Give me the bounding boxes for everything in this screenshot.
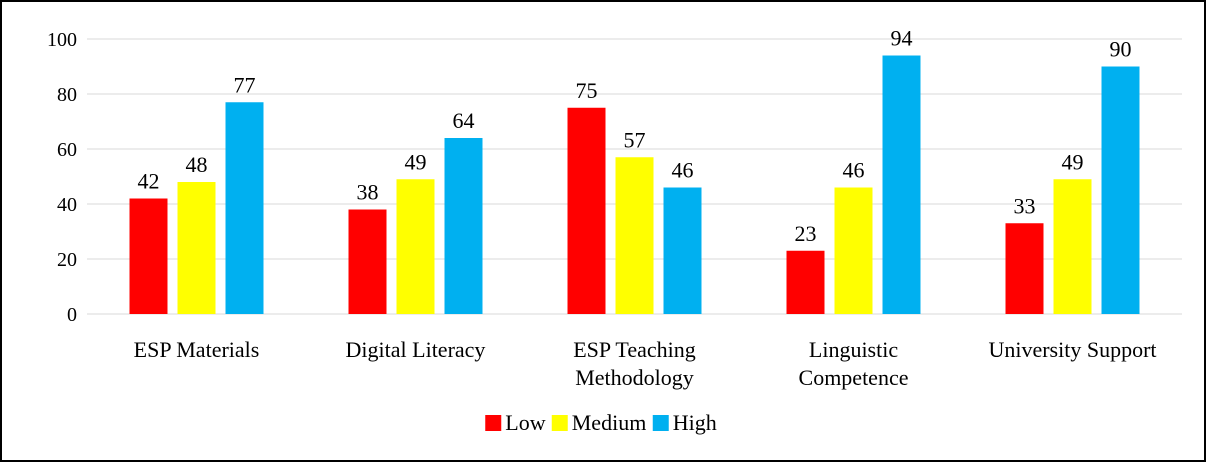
bar-high bbox=[882, 55, 921, 314]
data-label: 38 bbox=[357, 180, 379, 205]
data-label: 75 bbox=[576, 78, 598, 103]
data-label: 57 bbox=[624, 127, 646, 152]
bar-low bbox=[129, 198, 168, 314]
bar-low bbox=[1005, 223, 1044, 314]
bars bbox=[129, 55, 1140, 314]
category-label: ESP Materials bbox=[134, 337, 260, 362]
bar-high bbox=[663, 187, 702, 314]
data-label: 33 bbox=[1014, 193, 1036, 218]
bar-medium bbox=[615, 157, 654, 314]
bar-low bbox=[786, 250, 825, 314]
legend-swatch-high bbox=[652, 415, 669, 431]
data-label: 94 bbox=[891, 26, 913, 51]
bar-high bbox=[225, 102, 264, 314]
data-label: 23 bbox=[795, 221, 817, 246]
bar-high bbox=[444, 138, 483, 314]
bar-low bbox=[348, 209, 387, 314]
legend-label-medium: Medium bbox=[572, 410, 647, 435]
y-tick-label: 0 bbox=[67, 304, 77, 326]
x-axis-categories: ESP Materials Digital Literacy ESP Teachin… bbox=[134, 337, 1157, 390]
data-label: 77 bbox=[234, 72, 256, 97]
bar-medium bbox=[834, 187, 873, 314]
data-label: 49 bbox=[1062, 149, 1084, 174]
y-tick-label: 100 bbox=[47, 29, 77, 51]
data-label: 48 bbox=[186, 152, 208, 177]
legend-swatch-medium bbox=[551, 415, 568, 431]
category-label: ESP Teaching Methodology bbox=[573, 337, 696, 390]
legend-label-low: Low bbox=[505, 410, 545, 435]
category-label: University Support bbox=[988, 337, 1156, 362]
y-axis-ticks: 0 20 40 60 80 100 bbox=[47, 29, 77, 326]
data-label: 90 bbox=[1110, 37, 1132, 62]
bar-low bbox=[567, 107, 606, 314]
legend-label-high: High bbox=[673, 410, 717, 435]
data-label: 64 bbox=[453, 108, 475, 133]
bar-medium bbox=[177, 182, 216, 314]
category-label: Digital Literacy bbox=[346, 337, 486, 362]
y-tick-label: 80 bbox=[57, 84, 77, 106]
data-label: 46 bbox=[843, 158, 865, 183]
data-label: 42 bbox=[138, 169, 160, 194]
legend: Low Medium High bbox=[485, 410, 717, 435]
bar-high bbox=[1101, 66, 1140, 314]
y-tick-label: 60 bbox=[57, 139, 77, 161]
data-labels: 42 48 77 38 49 64 75 57 46 23 46 94 33 49 90 bbox=[138, 26, 1132, 246]
bar-medium bbox=[396, 179, 435, 314]
data-label: 49 bbox=[405, 149, 427, 174]
y-tick-label: 20 bbox=[57, 249, 77, 271]
y-tick-label: 40 bbox=[57, 194, 77, 216]
data-label: 46 bbox=[672, 158, 694, 183]
bar-medium bbox=[1053, 179, 1092, 314]
category-label: Linguistic Competence bbox=[799, 337, 909, 390]
legend-swatch-low bbox=[485, 415, 502, 431]
